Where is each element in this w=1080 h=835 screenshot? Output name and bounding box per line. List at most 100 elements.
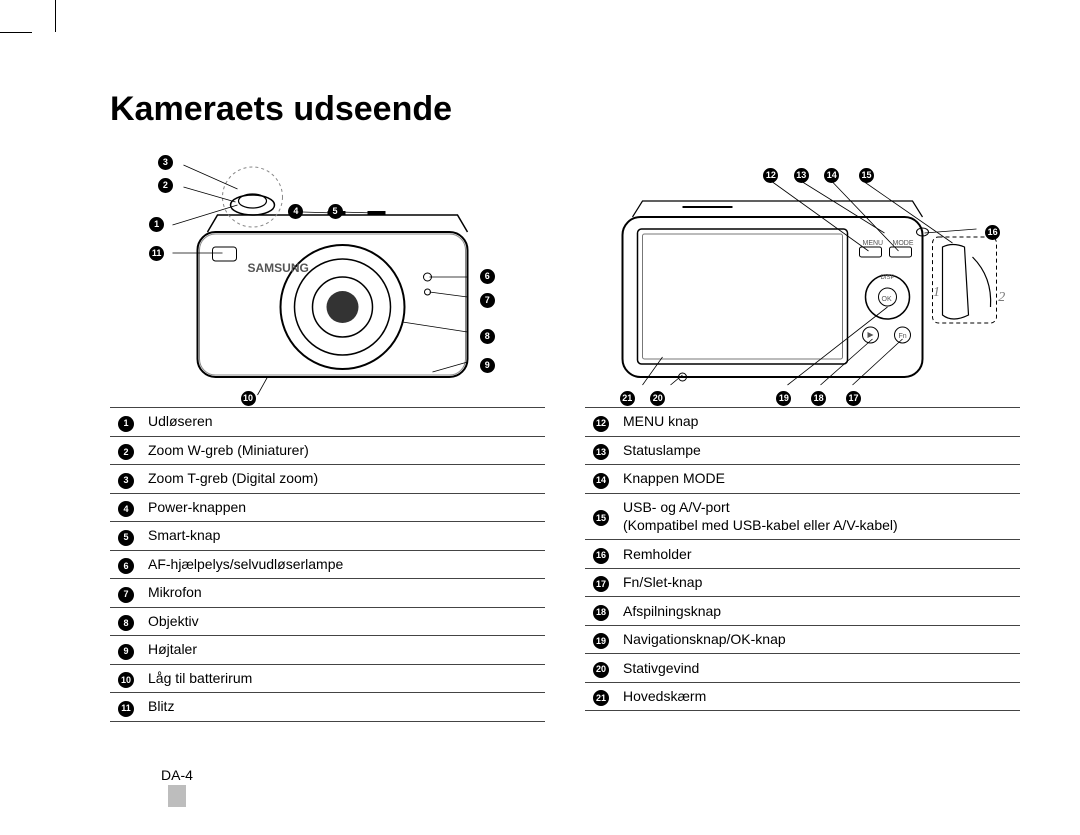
callout-marker: 10 (241, 391, 256, 406)
callout-marker: 4 (288, 204, 303, 219)
part-number-cell: 8 (110, 607, 142, 636)
circled-number-icon: 17 (593, 576, 609, 592)
left-column: SAMSUNG (110, 147, 545, 722)
circled-number-icon: 10 (241, 391, 256, 406)
circled-number-icon: 20 (650, 391, 665, 406)
left-parts-table: 1Udløseren 2 Zoom W-greb (Miniaturer)3Zoom… (110, 407, 545, 722)
circled-number-icon: 10 (118, 672, 134, 688)
circled-number-icon: 21 (620, 391, 635, 406)
table-row: 6AF-hjælpelys/selvudløserlampe (110, 550, 545, 579)
circled-number-icon: 14 (824, 168, 839, 183)
callout-marker: 18 (811, 391, 826, 406)
part-label-cell: Objektiv (142, 607, 545, 636)
circled-number-icon: 8 (480, 329, 495, 344)
crop-mark-horizontal (0, 32, 32, 33)
part-number-cell: 16 (585, 540, 617, 569)
part-label-cell: Højtaler (142, 636, 545, 665)
part-label-cell: Blitz (142, 693, 545, 722)
circled-number-icon: 19 (593, 633, 609, 649)
part-number-cell: 9 (110, 636, 142, 665)
part-label-cell: Navigationsknap/OK-knap (617, 625, 1020, 654)
callout-marker: 16 (985, 225, 1000, 240)
part-number-cell: 15 (585, 493, 617, 540)
circled-number-icon: 16 (593, 548, 609, 564)
circled-number-icon: 13 (794, 168, 809, 183)
part-number-cell: 12 (585, 408, 617, 437)
callout-marker: 9 (480, 358, 495, 373)
part-label-cell: Power-knappen (142, 493, 545, 522)
circled-number-icon: 3 (158, 155, 173, 170)
table-row: 1Udløseren (110, 408, 545, 437)
callout-marker: 19 (776, 391, 791, 406)
table-row: 7Mikrofon (110, 579, 545, 608)
circled-number-icon: 1 (149, 217, 164, 232)
part-number-cell: 18 (585, 597, 617, 626)
camera-front-figure: SAMSUNG (110, 147, 545, 407)
part-label-cell: Afspilningsknap (617, 597, 1020, 626)
table-row: 18 Afspilningsknap (585, 597, 1020, 626)
callout-marker: 15 (859, 168, 874, 183)
circled-number-icon: 13 (593, 444, 609, 460)
port-hint-label: 1 (933, 285, 940, 301)
callout-marker: 20 (650, 391, 665, 406)
part-label-cell: Mikrofon (142, 579, 545, 608)
right-parts-table: 12MENU knap13Statuslampe14Knappen MODE15… (585, 407, 1020, 711)
circled-number-icon: 17 (846, 391, 861, 406)
part-number-cell: 6 (110, 550, 142, 579)
circled-number-icon: 4 (118, 501, 134, 517)
circled-number-icon: 20 (593, 662, 609, 678)
part-label-cell: Knappen MODE (617, 465, 1020, 494)
circled-number-icon: 19 (776, 391, 791, 406)
circled-number-icon: 15 (859, 168, 874, 183)
part-label-cell: MENU knap (617, 408, 1020, 437)
table-row: 14 Knappen MODE (585, 465, 1020, 494)
circled-number-icon: 8 (118, 615, 134, 631)
left-parts-tbody: 1Udløseren 2 Zoom W-greb (Miniaturer)3Zoom… (110, 408, 545, 722)
circled-number-icon: 2 (118, 444, 134, 460)
part-number-cell: 11 (110, 693, 142, 722)
part-number-cell: 7 (110, 579, 142, 608)
callout-marker: 1 (149, 217, 164, 232)
circled-number-icon: 16 (985, 225, 1000, 240)
circled-number-icon: 15 (593, 510, 609, 526)
part-label-cell: Zoom W-greb (Miniaturer) (142, 436, 545, 465)
table-row: 20Stativgevind (585, 654, 1020, 683)
table-row: 9Højtaler (110, 636, 545, 665)
table-row: 8 Objektiv (110, 607, 545, 636)
page-content: Kameraets udseende (0, 0, 1080, 722)
circled-number-icon: 9 (480, 358, 495, 373)
circled-number-icon: 12 (593, 416, 609, 432)
part-number-cell: 20 (585, 654, 617, 683)
page-number-label: DA-4 (152, 767, 202, 783)
callout-marker: 8 (480, 329, 495, 344)
part-label-cell: Låg til batterirum (142, 664, 545, 693)
circled-number-icon: 18 (811, 391, 826, 406)
circled-number-icon: 2 (158, 178, 173, 193)
circled-number-icon: 18 (593, 605, 609, 621)
table-row: 15USB- og A/V-port(Kompatibel med USB-ka… (585, 493, 1020, 540)
callout-marker: 12 (763, 168, 778, 183)
table-row: 2 Zoom W-greb (Miniaturer) (110, 436, 545, 465)
table-row: 17 Fn/Slet-knap (585, 568, 1020, 597)
table-row: 19 Navigationsknap/OK-knap (585, 625, 1020, 654)
circled-number-icon: 7 (480, 293, 495, 308)
camera-back-svg: MENU MODE OK DISP Fn (585, 147, 1020, 407)
svg-text:OK: OK (882, 296, 892, 303)
svg-text:MODE: MODE (893, 240, 914, 247)
callout-marker: 21 (620, 391, 635, 406)
table-row: 16Remholder (585, 540, 1020, 569)
callout-marker: 5 (328, 204, 343, 219)
part-number-cell: 1 (110, 408, 142, 437)
table-row: 4 Power-knappen (110, 493, 545, 522)
circled-number-icon: 6 (480, 269, 495, 284)
table-row: 5Smart-knap (110, 522, 545, 551)
page-number: DA-4 (152, 767, 202, 807)
part-number-cell: 10 (110, 664, 142, 693)
columns: SAMSUNG (110, 147, 1020, 722)
svg-text:DISP: DISP (881, 275, 895, 281)
table-row: 3Zoom T-greb (Digital zoom) (110, 465, 545, 494)
part-label-cell: Udløseren (142, 408, 545, 437)
circled-number-icon: 14 (593, 473, 609, 489)
part-number-cell: 19 (585, 625, 617, 654)
part-label-cell: Fn/Slet-knap (617, 568, 1020, 597)
